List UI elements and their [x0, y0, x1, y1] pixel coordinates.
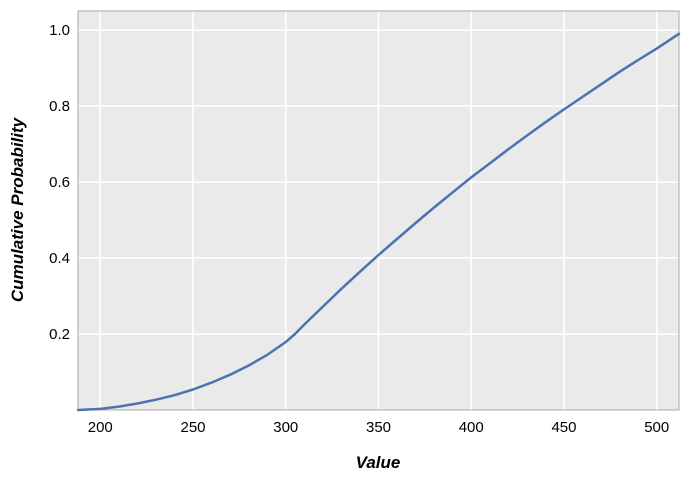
- y-tick-label: 0.6: [49, 174, 70, 191]
- x-tick-label: 500: [644, 419, 669, 436]
- x-tick-label: 450: [551, 419, 576, 436]
- series-layer: [76, 32, 681, 412]
- y-axis-title: Cumulative Probability: [8, 116, 27, 302]
- x-tick-label: 200: [88, 419, 113, 436]
- grid-lines: [78, 11, 679, 410]
- x-tick-labels: 200 250 300 350 400 450 500: [88, 419, 670, 436]
- x-tick-label: 400: [459, 419, 484, 436]
- x-tick-label: 300: [273, 419, 298, 436]
- y-tick-label: 0.4: [49, 250, 70, 267]
- plot-frame: [77, 10, 680, 411]
- x-axis-title: Value: [356, 453, 401, 472]
- y-tick-label: 0.8: [49, 98, 70, 115]
- x-tick-label: 350: [366, 419, 391, 436]
- y-tick-labels: 0.2 0.4 0.6 0.8 1.0: [49, 22, 70, 343]
- cdf-line: [76, 32, 681, 412]
- y-tick-label: 1.0: [49, 22, 70, 39]
- y-tick-label: 0.2: [49, 326, 70, 343]
- x-tick-label: 250: [180, 419, 205, 436]
